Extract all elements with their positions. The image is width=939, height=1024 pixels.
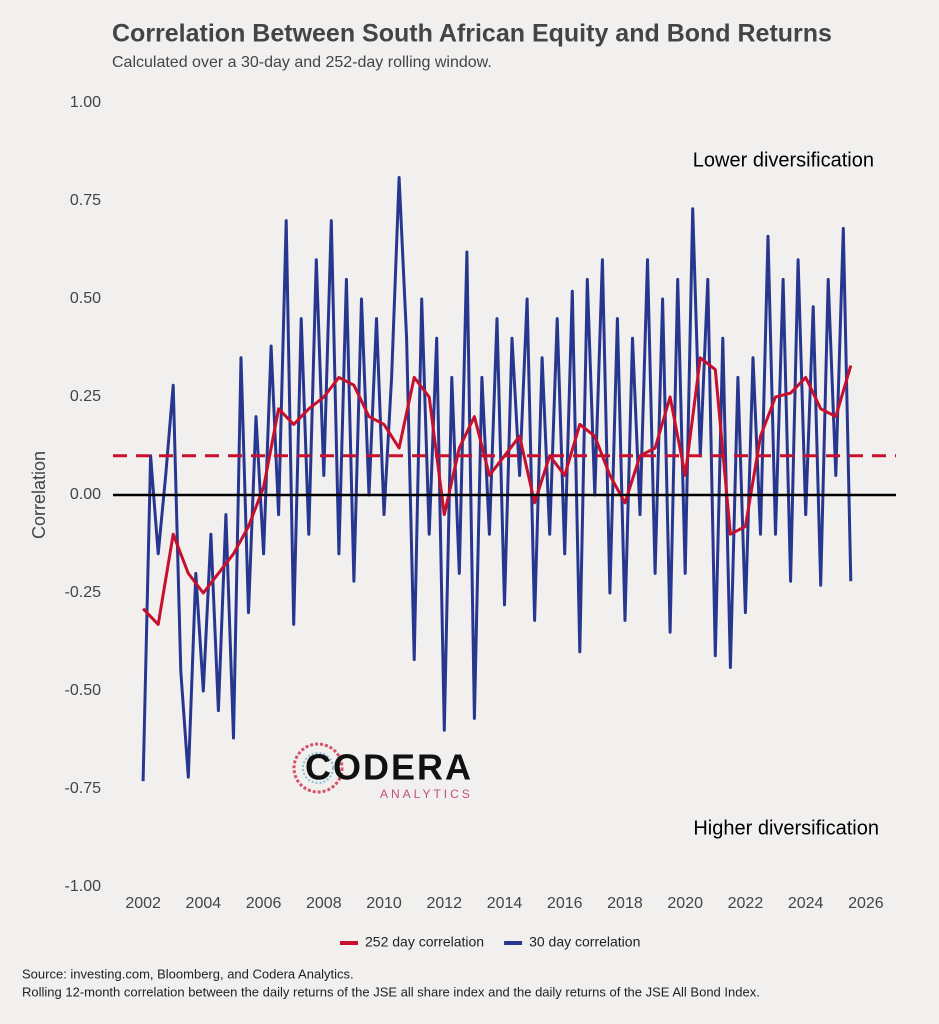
logo-name: CODERA (305, 747, 473, 788)
y-tick-label: -0.75 (65, 780, 102, 797)
annotation: Lower diversification (693, 149, 874, 171)
y-tick-label: 1.00 (70, 94, 101, 111)
series-line (141, 176, 853, 782)
x-tick-label: 2010 (366, 895, 402, 912)
chart-subtitle: Calculated over a 30-day and 252-day rol… (112, 54, 492, 71)
y-tick-label: -0.50 (65, 682, 102, 699)
x-tick-label: 2012 (426, 895, 462, 912)
legend-label: 30 day correlation (529, 934, 640, 950)
series-line (142, 356, 853, 626)
x-tick-label: 2014 (487, 895, 523, 912)
chart-title: Correlation Between South African Equity… (112, 20, 832, 48)
legend-label: 252 day correlation (365, 934, 484, 950)
y-tick-label: 0.50 (70, 290, 101, 307)
legend: 252 day correlation 30 day correlation (340, 934, 640, 950)
x-tick-label: 2024 (788, 895, 824, 912)
y-tick-label: -0.25 (65, 584, 102, 601)
x-tick-label: 2016 (547, 895, 583, 912)
x-tick-label: 2002 (125, 895, 161, 912)
x-tick-label: 2006 (246, 895, 282, 912)
y-axis-label: Correlation (29, 451, 49, 539)
y-tick-label: -1.00 (65, 878, 102, 895)
note: Source: investing.com, Bloomberg, and Co… (22, 966, 354, 981)
x-tick-label: 2020 (667, 895, 703, 912)
x-tick-label: 2004 (186, 895, 222, 912)
y-tick-label: 0.00 (70, 486, 101, 503)
y-tick-label: 0.75 (70, 192, 101, 209)
x-tick-label: 2008 (306, 895, 342, 912)
x-tick-label: 2026 (848, 895, 884, 912)
annotation: Higher diversification (693, 817, 879, 839)
x-tick-label: 2022 (728, 895, 764, 912)
note: Rolling 12-month correlation between the… (22, 984, 760, 999)
logo-tagline: ANALYTICS (380, 787, 473, 801)
y-tick-label: 0.25 (70, 388, 101, 405)
x-tick-label: 2018 (607, 895, 643, 912)
logo: CODERA ANALYTICS (292, 742, 473, 801)
